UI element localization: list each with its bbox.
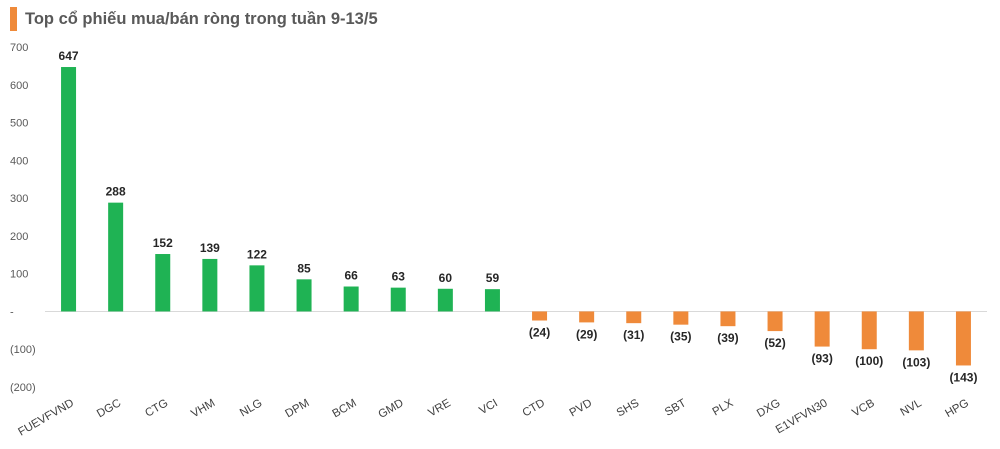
bar (155, 254, 171, 312)
x-tick-label: GMD (377, 397, 406, 421)
data-label: 647 (59, 49, 79, 63)
data-label: (35) (670, 330, 691, 344)
y-tick-label: 300 (10, 193, 28, 205)
x-tick-label: SHS (615, 397, 642, 419)
x-tick-label: CTD (521, 397, 547, 419)
chart-title-block: Top cổ phiếu mua/bán ròng trong tuần 9-1… (10, 6, 378, 32)
data-label: 66 (344, 269, 358, 283)
data-label: 63 (392, 270, 406, 284)
chart-title: Top cổ phiếu mua/bán ròng trong tuần 9-1… (25, 9, 378, 28)
bar (249, 265, 265, 312)
data-label: 60 (439, 271, 453, 285)
data-label: (52) (764, 336, 785, 350)
y-tick-label: (100) (10, 344, 36, 356)
x-tick-label: VCB (850, 397, 877, 419)
bar (908, 311, 924, 351)
x-tick-label: VCI (477, 397, 500, 417)
y-tick-label: (200) (10, 382, 36, 394)
x-tick-label: E1VFVN30 (774, 397, 830, 436)
y-tick-label: 600 (10, 80, 28, 92)
data-label: 288 (106, 185, 126, 199)
x-tick-label: DPM (283, 397, 311, 420)
bar (861, 311, 877, 350)
y-tick-label: - (10, 306, 14, 318)
data-label: 85 (297, 261, 311, 275)
title-accent-bar (10, 7, 17, 31)
x-tick-label: SBT (663, 397, 688, 419)
data-label: 139 (200, 241, 220, 255)
bar (673, 311, 689, 325)
bar (390, 287, 406, 312)
data-label: (31) (623, 328, 644, 342)
data-label: 152 (153, 236, 173, 250)
data-label: (24) (529, 326, 550, 340)
data-label: (103) (902, 355, 930, 369)
y-tick-label: 100 (10, 269, 28, 281)
x-tick-label: VHM (189, 397, 217, 420)
data-label: (29) (576, 327, 597, 341)
bar (484, 289, 500, 312)
x-tick-label: NVL (898, 397, 924, 419)
x-tick-label: DGC (95, 397, 123, 420)
data-label: 122 (247, 247, 267, 261)
data-label: (93) (811, 352, 832, 366)
bar (814, 311, 830, 347)
bar (955, 311, 971, 366)
x-tick-label: NLG (238, 397, 265, 419)
data-label: (143) (949, 370, 977, 384)
data-label: (39) (717, 331, 738, 345)
y-tick-label: 400 (10, 155, 28, 167)
y-tick-label: 500 (10, 118, 28, 130)
y-tick-label: 700 (10, 42, 28, 54)
bar (108, 202, 124, 312)
x-tick-label: VRE (426, 397, 453, 419)
bar (532, 311, 548, 321)
bar (720, 311, 736, 327)
data-label: 59 (486, 271, 500, 285)
x-tick-label: BCM (331, 397, 359, 420)
x-tick-label: PVD (568, 397, 594, 419)
bar (579, 311, 595, 323)
bar (437, 288, 453, 312)
bar (61, 67, 77, 312)
bar (343, 286, 359, 312)
y-tick-label: 200 (10, 231, 28, 243)
bar (626, 311, 642, 324)
x-tick-label: FUEVFVND (16, 397, 76, 438)
data-label: (100) (855, 354, 883, 368)
bar (767, 311, 783, 332)
x-tick-label: HPG (943, 397, 971, 420)
x-tick-label: DXG (755, 397, 783, 420)
x-tick-label: PLX (711, 397, 736, 418)
bar (202, 258, 218, 312)
x-tick-label: CTG (143, 397, 170, 420)
bar (296, 279, 312, 312)
